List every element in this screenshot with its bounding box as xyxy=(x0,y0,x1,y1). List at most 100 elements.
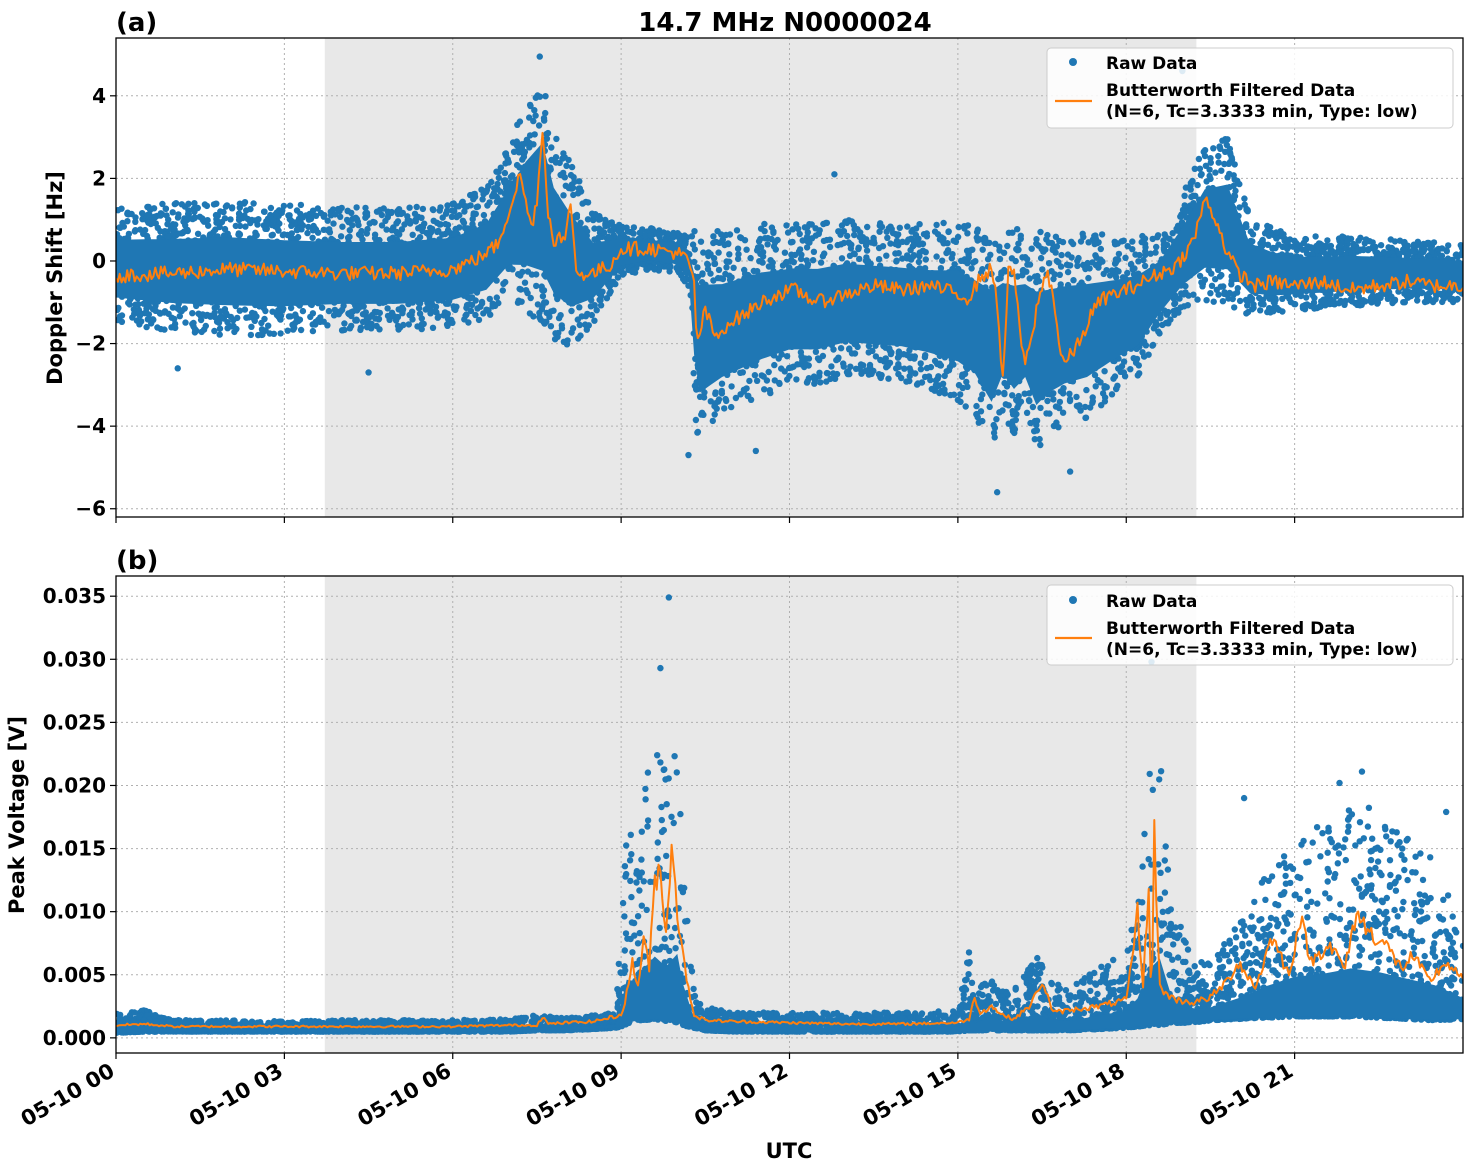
raw-data-point xyxy=(1231,192,1239,200)
raw-data-point xyxy=(314,205,321,212)
raw-data-point xyxy=(1236,297,1244,305)
raw-data-point xyxy=(1242,221,1250,228)
raw-data-point xyxy=(718,387,725,395)
raw-data-point xyxy=(848,350,856,357)
raw-data-series xyxy=(116,53,1463,496)
raw-data-point xyxy=(324,217,331,224)
raw-data-point xyxy=(1149,235,1156,243)
raw-data-point xyxy=(700,394,708,401)
raw-data-point xyxy=(1009,392,1016,399)
raw-data-point xyxy=(846,240,854,247)
raw-data-point xyxy=(747,396,755,403)
raw-data-point xyxy=(239,214,247,222)
raw-data-point xyxy=(553,135,560,143)
raw-data-point xyxy=(451,208,458,215)
raw-data-point xyxy=(1046,391,1054,398)
raw-data-point xyxy=(1080,233,1087,241)
raw-data-point xyxy=(656,231,663,238)
raw-data-point xyxy=(616,226,623,233)
raw-data-point xyxy=(398,226,406,233)
raw-data-point xyxy=(847,363,854,370)
raw-data-point xyxy=(908,228,915,235)
raw-data-point xyxy=(788,364,795,371)
raw-data-point xyxy=(1253,222,1260,229)
raw-data-point xyxy=(145,219,152,226)
raw-data-point xyxy=(957,391,964,398)
raw-data-point xyxy=(468,294,476,301)
raw-data-point xyxy=(907,246,914,254)
raw-data-point xyxy=(396,231,403,238)
raw-data-point xyxy=(694,264,701,271)
raw-data-point xyxy=(284,327,291,334)
raw-data-point xyxy=(747,254,754,262)
raw-data-point xyxy=(463,203,471,210)
raw-data-point xyxy=(1019,272,1026,279)
raw-data-point xyxy=(992,240,999,247)
raw-data-point xyxy=(204,217,211,224)
raw-data-point xyxy=(968,265,975,272)
raw-data-point xyxy=(816,356,823,364)
raw-data-point xyxy=(680,275,687,283)
raw-data-point xyxy=(1048,268,1055,275)
raw-data-point xyxy=(949,251,956,258)
raw-data-point xyxy=(1114,382,1121,389)
raw-data-point xyxy=(642,232,649,240)
raw-data-point xyxy=(216,331,223,338)
raw-data-point xyxy=(1248,295,1256,302)
raw-data-point xyxy=(533,282,540,290)
raw-data-point xyxy=(502,278,509,286)
raw-data-point xyxy=(191,200,198,207)
raw-data-point xyxy=(1215,159,1222,166)
raw-data-point xyxy=(1257,307,1264,314)
raw-data-point xyxy=(913,237,920,244)
raw-data-point xyxy=(1147,250,1154,257)
raw-data-point xyxy=(521,148,529,156)
raw-data-point xyxy=(1138,238,1145,246)
raw-data-point xyxy=(394,313,402,321)
raw-data-point xyxy=(455,203,462,210)
raw-data-point xyxy=(1229,295,1236,303)
raw-data-point xyxy=(274,224,281,231)
raw-data-point xyxy=(655,265,663,272)
raw-data-point xyxy=(984,256,992,263)
raw-data-point xyxy=(230,317,237,324)
raw-data-point xyxy=(444,207,451,214)
raw-data-point xyxy=(1053,419,1060,426)
raw-data-point xyxy=(711,411,718,418)
raw-data-point xyxy=(431,308,438,315)
raw-data-point xyxy=(964,383,971,390)
raw-data-point xyxy=(624,228,632,235)
raw-data-point xyxy=(1309,291,1316,299)
raw-data-point xyxy=(598,227,605,234)
raw-data-point xyxy=(269,308,276,315)
raw-data-point xyxy=(1453,251,1460,258)
raw-data-point xyxy=(757,225,765,232)
raw-data-point xyxy=(1097,245,1105,253)
raw-data-point xyxy=(715,249,722,256)
raw-data-point xyxy=(243,207,250,214)
raw-data-point xyxy=(739,369,746,376)
raw-data-point xyxy=(726,251,733,258)
raw-data-point xyxy=(534,301,542,308)
raw-data-point xyxy=(1052,403,1060,410)
raw-data-point xyxy=(299,307,307,315)
raw-data-point xyxy=(817,259,825,266)
raw-data-point xyxy=(474,305,481,312)
raw-data-point xyxy=(964,230,971,237)
raw-data-point xyxy=(885,375,892,382)
raw-data-point xyxy=(541,299,548,306)
raw-data-point xyxy=(371,219,378,226)
raw-data-point xyxy=(280,231,288,238)
raw-data-point xyxy=(907,368,914,375)
raw-data-point xyxy=(513,138,520,145)
raw-data-point xyxy=(176,313,183,320)
raw-data-point xyxy=(1131,265,1138,272)
raw-data-point xyxy=(1152,249,1159,256)
raw-data-point xyxy=(214,218,222,225)
raw-data-point xyxy=(288,217,295,225)
raw-data-point xyxy=(1440,290,1448,297)
raw-data-point xyxy=(597,302,605,309)
raw-data-point xyxy=(536,309,543,317)
raw-data-point xyxy=(1242,296,1250,304)
